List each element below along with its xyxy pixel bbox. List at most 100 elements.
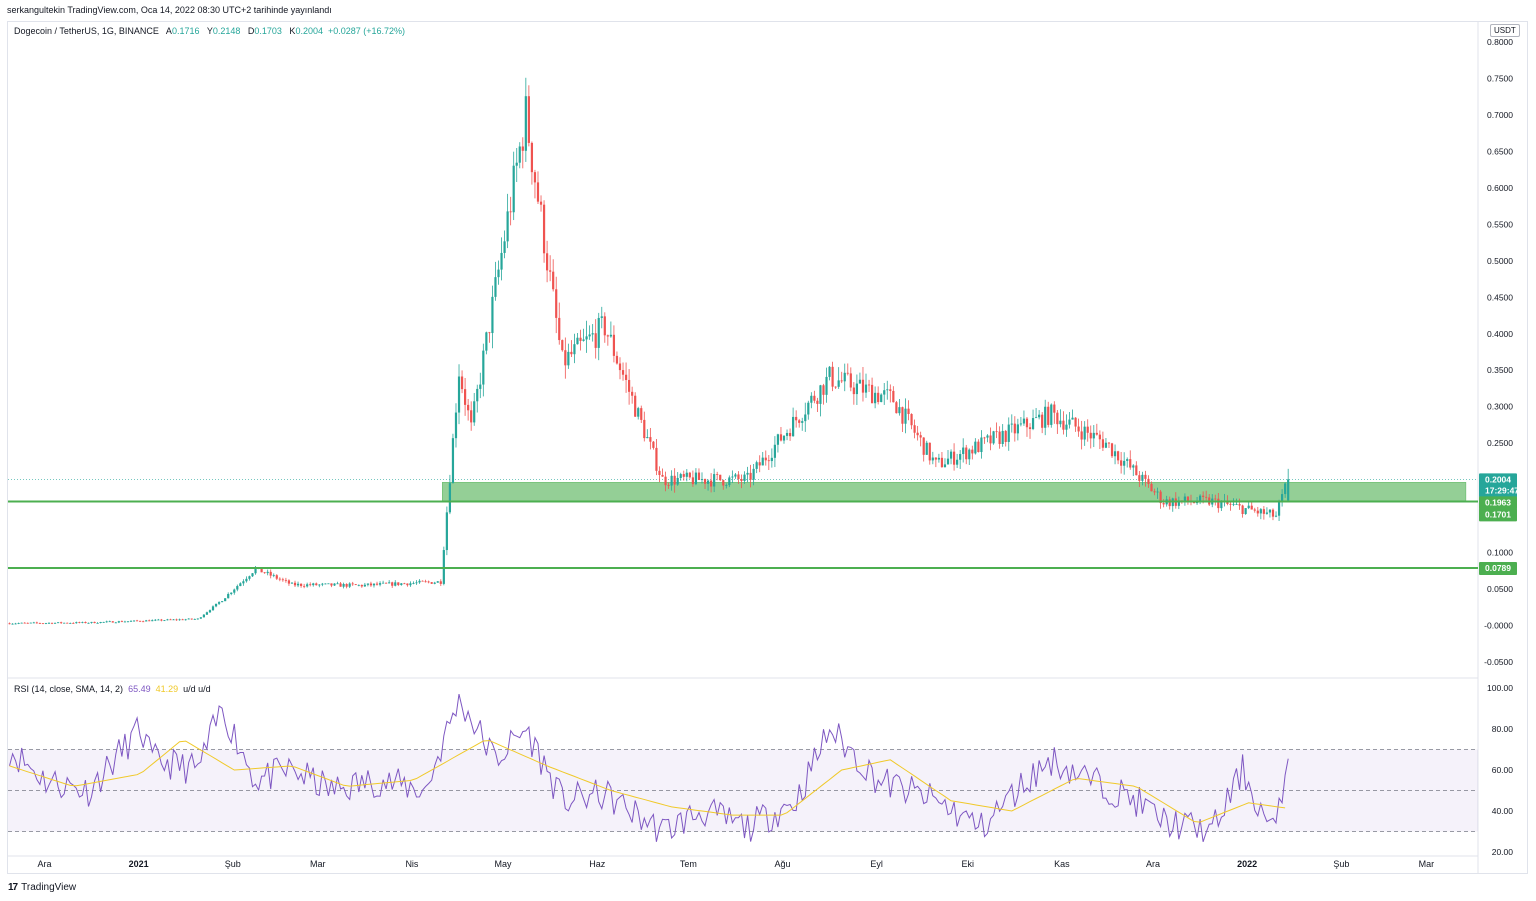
candle-body [151, 620, 154, 622]
high-value: 0.2148 [212, 26, 241, 36]
rsi-legend[interactable]: RSI (14, close, SMA, 14, 2) 65.49 41.29 … [14, 684, 211, 694]
candle-body [1156, 491, 1159, 493]
candle-body [1281, 494, 1284, 503]
candle-body [494, 277, 497, 297]
candle-body [412, 582, 415, 584]
candle-body [643, 419, 646, 439]
candle-body [1047, 406, 1050, 425]
time-tick-label: 2022 [1237, 859, 1257, 869]
candle-body [816, 400, 819, 404]
candle-body [1253, 509, 1256, 511]
candle-body [415, 582, 418, 584]
candle-body [1132, 465, 1135, 468]
candle-body [1031, 418, 1035, 430]
candle-body [822, 385, 825, 395]
candle-body [864, 384, 868, 393]
candle-body [591, 333, 594, 335]
candle-body [120, 621, 123, 623]
candle-body [142, 621, 145, 623]
candle-body [394, 582, 397, 586]
candle-body [217, 602, 221, 604]
candle-body [485, 332, 488, 351]
candle-body [281, 579, 284, 581]
candle-body [1135, 465, 1138, 476]
price-tick-label: 0.8000 [1487, 37, 1513, 47]
candle-body [1271, 509, 1275, 517]
candle-body [819, 385, 822, 404]
candle-body [202, 614, 205, 618]
candle-body [989, 435, 992, 444]
candle-body [181, 619, 184, 621]
candle-body [558, 317, 561, 341]
candle-body [211, 606, 215, 611]
candle-body [1229, 503, 1232, 505]
candle-body [1086, 426, 1089, 433]
currency-button[interactable]: USDT [1490, 24, 1520, 37]
candle-body [977, 441, 980, 453]
candle-body [227, 593, 230, 599]
candle-body [214, 603, 218, 607]
support-badge-text: 0.0789 [1485, 563, 1511, 573]
candle-body [1016, 424, 1019, 434]
candle-body [424, 581, 427, 583]
time-tick-label: Nis [405, 859, 418, 869]
candle-body [898, 407, 901, 414]
candle-body [1192, 502, 1196, 504]
price-tick-label: 0.3500 [1487, 365, 1513, 375]
price-tick-label: 0.4000 [1487, 329, 1513, 339]
candle-body [746, 472, 749, 475]
candle-body [1262, 509, 1265, 514]
last-price-badge-text: 0.2004 [1485, 474, 1511, 484]
candle-body [965, 447, 968, 460]
rsi-tick-label: 20.00 [1492, 847, 1514, 857]
rsi-tick-label: 80.00 [1492, 724, 1514, 734]
candle-body [321, 583, 324, 585]
candle-body [971, 449, 974, 454]
chart-frame [7, 21, 1528, 874]
candle-body [943, 464, 947, 468]
candle-body [409, 583, 412, 586]
candle-body [57, 622, 60, 624]
time-tick-label: Kas [1054, 859, 1070, 869]
candle-body [852, 387, 855, 395]
symbol-legend[interactable]: Dogecoin / TetherUS, 1G, BINANCE A0.1716… [14, 26, 405, 36]
candle-body [1056, 412, 1059, 425]
change-value: +0.0287 (+16.72%) [327, 26, 406, 36]
candle-body [145, 620, 148, 622]
candle-body [858, 379, 862, 384]
candle-body [621, 370, 625, 375]
candle-body [11, 623, 14, 625]
candle-body [406, 583, 409, 586]
candle-body [93, 621, 96, 624]
candle-body [233, 589, 236, 593]
candle-body [1068, 419, 1071, 425]
candle-body [573, 344, 576, 355]
candle-body [995, 431, 998, 433]
candle-body [1095, 432, 1098, 435]
candle-body [883, 390, 886, 395]
candle-body [1153, 491, 1156, 493]
candle-body [1144, 474, 1147, 479]
footer-brand[interactable]: 17 TradingView [8, 882, 76, 893]
candle-body [1141, 474, 1144, 481]
price-tick-label: 0.5500 [1487, 219, 1513, 229]
candle-body [1059, 420, 1062, 425]
candle-body [922, 437, 925, 455]
candle-body [998, 431, 1001, 444]
horizontal-lines [8, 500, 1478, 569]
candle-body [14, 623, 17, 625]
candle-body [986, 435, 989, 438]
candle-body [1110, 443, 1114, 457]
time-tick-label: Haz [589, 859, 606, 869]
candlestick-series [8, 77, 1290, 625]
candle-body [749, 472, 752, 480]
time-tick-label: Mar [1419, 859, 1435, 869]
candle-body [1205, 496, 1208, 498]
candle-body [184, 619, 187, 621]
price-tick-label: 0.7500 [1487, 73, 1513, 83]
candle-body [728, 477, 731, 486]
candle-body [1150, 483, 1153, 492]
candle-body [1256, 510, 1259, 514]
